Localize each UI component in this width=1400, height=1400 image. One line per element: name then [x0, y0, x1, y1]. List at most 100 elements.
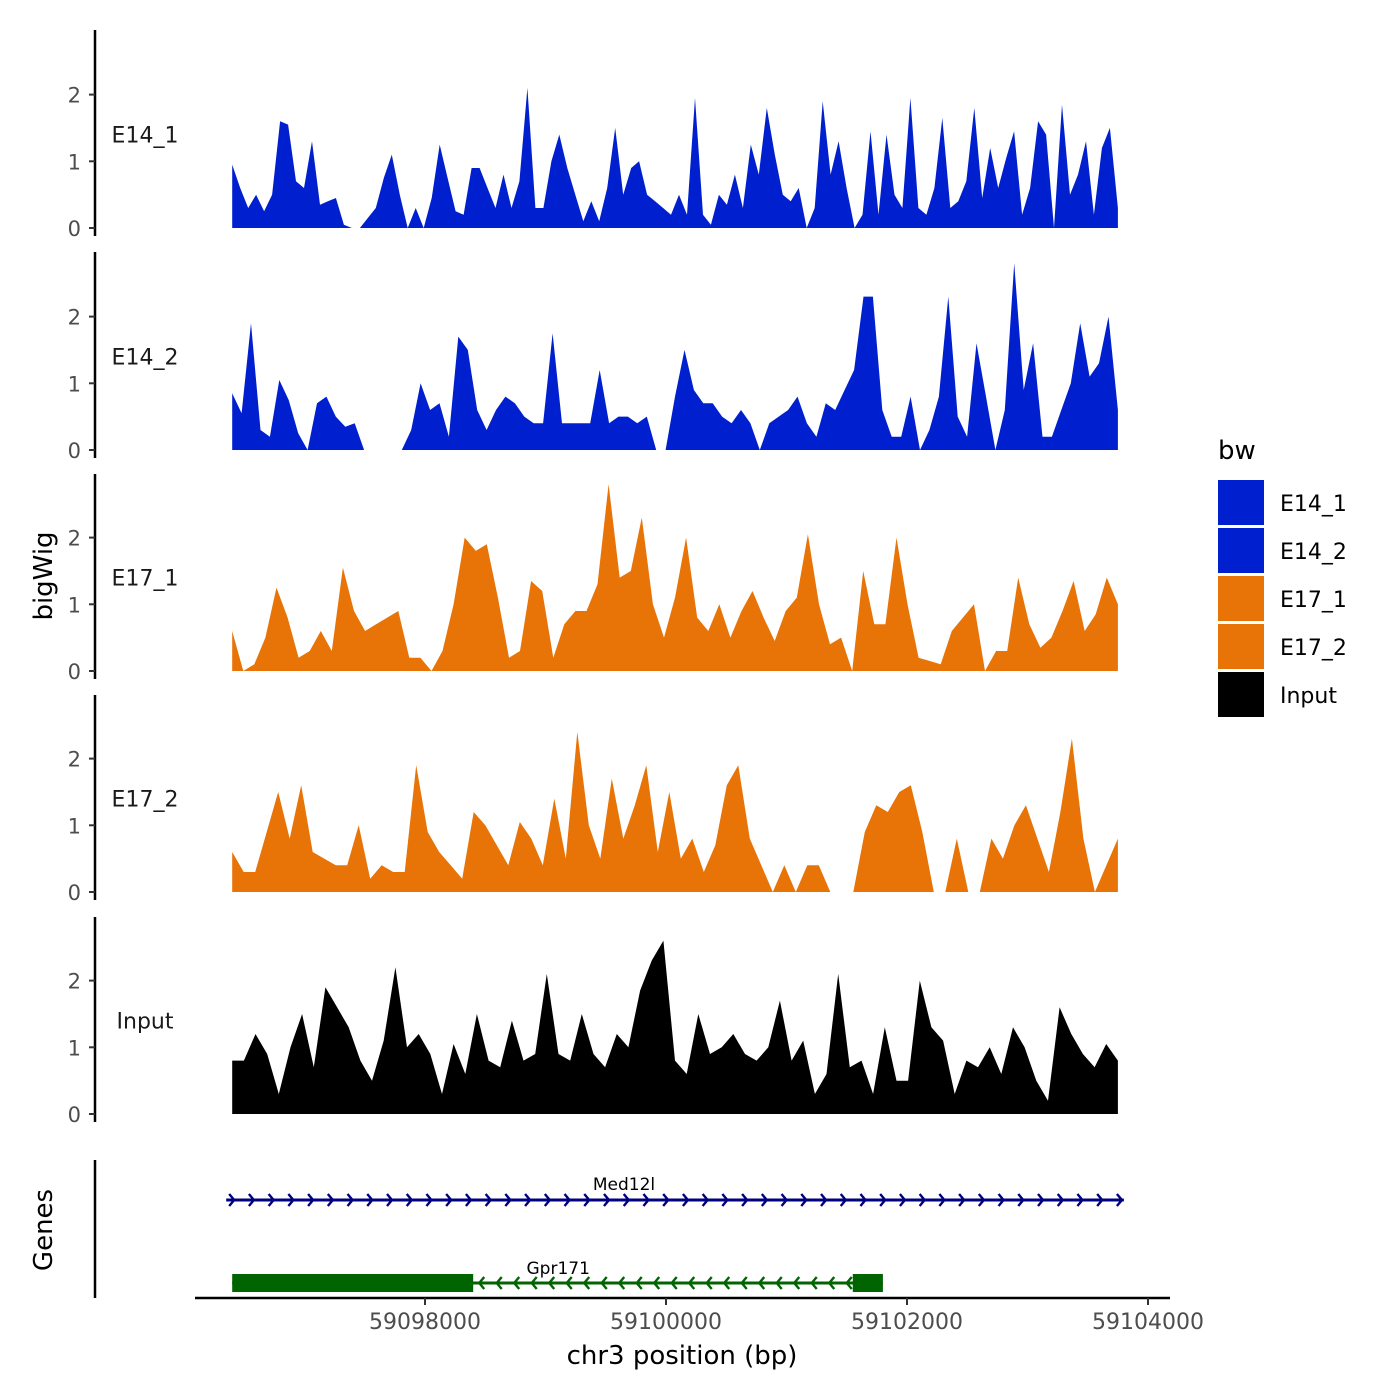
gene-strand-arrow — [687, 1276, 696, 1290]
legend-label: Input — [1280, 684, 1337, 709]
gene-strand-arrow — [740, 1276, 748, 1290]
gene-strand-arrow — [760, 1193, 769, 1207]
x-tick-label: 59104000 — [1092, 1310, 1204, 1335]
gene-strand-arrow — [307, 1193, 315, 1207]
y-tick-label: 1 — [68, 150, 81, 174]
gene-strand-arrow — [1056, 1193, 1065, 1207]
gene-strand-arrow — [792, 1276, 801, 1290]
track-label: E14_2 — [112, 346, 179, 371]
gene-strand-arrow — [484, 1193, 493, 1207]
gene-strand-arrow — [287, 1193, 295, 1207]
legend-entry-e14-2: E14_2 — [1218, 528, 1347, 573]
legend-title: bw — [1218, 436, 1256, 466]
legend-swatch — [1218, 480, 1264, 525]
track-e17-2: 0 1 2 E17_2 — [68, 695, 1118, 905]
gene-strand-arrow — [1096, 1193, 1104, 1207]
y-tick-label: 0 — [68, 660, 81, 684]
gene-strand-arrow — [524, 1193, 532, 1207]
gene-strand-arrow — [997, 1193, 1006, 1207]
legend-entry-e14-1: E14_1 — [1218, 480, 1347, 525]
gene-label: Med12l — [593, 1175, 655, 1195]
gene-strand-arrow — [504, 1193, 512, 1207]
legend-swatch — [1218, 672, 1264, 717]
gene-exon — [232, 1274, 474, 1292]
track-area-e17-2 — [232, 731, 1118, 892]
gene-strand-arrow — [228, 1193, 236, 1207]
track-label: E14_1 — [112, 124, 179, 149]
gene-strand-arrow — [1017, 1193, 1025, 1207]
gene-strand-arrow — [879, 1193, 887, 1207]
gene-strand-arrow — [346, 1193, 355, 1207]
track-label: E17_1 — [112, 567, 179, 592]
y-tick-label: 2 — [68, 970, 81, 994]
gene-strand-arrow — [670, 1276, 678, 1290]
legend-entry-e17-1: E17_1 — [1218, 576, 1347, 621]
y-tick-label: 1 — [68, 814, 81, 838]
gene-strand-arrow — [977, 1193, 986, 1207]
y-tick-label: 2 — [68, 527, 81, 551]
gene-strand-arrow — [800, 1193, 808, 1207]
gene-strand-arrow — [326, 1193, 335, 1207]
y-tick-label: 0 — [68, 1103, 81, 1127]
gene-strand-arrow — [757, 1276, 766, 1290]
gene-strand-arrow — [582, 1276, 591, 1290]
legend-swatch — [1218, 624, 1264, 669]
track-e14-1: 0 1 2 E14_1 — [68, 30, 1118, 241]
gene-strand-arrow — [477, 1276, 486, 1290]
legend-label: E14_1 — [1280, 492, 1347, 517]
gene-strand-arrow — [681, 1193, 690, 1207]
gene-strand-arrow — [247, 1193, 256, 1207]
y-tick-label: 2 — [68, 84, 81, 108]
genes-layer: Med12l Gpr171 — [93, 1160, 1124, 1298]
gene-strand-arrow — [366, 1193, 374, 1207]
y-tick-label: 0 — [68, 439, 81, 463]
gene-strand-arrow — [741, 1193, 749, 1207]
gene-med12l: Med12l — [226, 1175, 1124, 1207]
gene-strand-arrow — [425, 1193, 434, 1207]
legend-label: E17_1 — [1280, 588, 1347, 613]
x-axis: 59098000 59100000 59102000 59104000 — [195, 1296, 1204, 1335]
legend-entry-input: Input — [1218, 672, 1337, 717]
gene-strand-arrow — [464, 1193, 473, 1207]
gene-strand-arrow — [775, 1276, 783, 1290]
gene-strand-arrow — [445, 1193, 453, 1207]
x-tick-label: 59100000 — [610, 1310, 722, 1335]
gene-strand-arrow — [701, 1193, 710, 1207]
gene-strand-arrow — [512, 1276, 521, 1290]
legend-label: E17_2 — [1280, 636, 1347, 661]
y-tick-label: 2 — [68, 748, 81, 772]
gene-strand-arrow — [810, 1276, 818, 1290]
gene-strand-arrow — [600, 1276, 608, 1290]
legend-label: E14_2 — [1280, 540, 1347, 565]
gene-strand-arrow — [845, 1276, 853, 1290]
y-axis-title: bigWig — [29, 531, 59, 620]
gene-strand-arrow — [547, 1276, 556, 1290]
track-area-e14-1 — [232, 87, 1118, 229]
genes-axis-title: Genes — [29, 1189, 59, 1271]
gene-strand-arrow — [267, 1193, 276, 1207]
gene-gpr171: Gpr171 — [232, 1259, 883, 1292]
gene-strand-arrow — [495, 1276, 503, 1290]
gene-strand-arrow — [386, 1193, 394, 1207]
track-area-e14-2 — [232, 263, 1118, 450]
gene-strand-arrow — [918, 1193, 927, 1207]
gene-strand-arrow — [722, 1276, 731, 1290]
legend-swatch — [1218, 576, 1264, 621]
gene-strand-arrow — [721, 1193, 729, 1207]
gene-strand-arrow — [898, 1193, 907, 1207]
y-tick-label: 1 — [68, 593, 81, 617]
x-tick-label: 59098000 — [369, 1310, 481, 1335]
gene-strand-arrow — [1037, 1193, 1045, 1207]
gene-strand-arrow — [780, 1193, 789, 1207]
gene-strand-arrow — [565, 1276, 573, 1290]
gene-strand-arrow — [617, 1276, 626, 1290]
gene-strand-arrow — [622, 1193, 631, 1207]
x-axis-title: chr3 position (bp) — [567, 1341, 798, 1371]
y-tick-label: 0 — [68, 217, 81, 241]
track-e14-2: 0 1 2 E14_2 — [68, 252, 1118, 463]
track-area-e17-1 — [232, 484, 1118, 671]
gene-strand-arrow — [827, 1276, 836, 1290]
gene-strand-arrow — [405, 1193, 414, 1207]
gene-label: Gpr171 — [526, 1259, 589, 1279]
y-tick-label: 0 — [68, 881, 81, 905]
